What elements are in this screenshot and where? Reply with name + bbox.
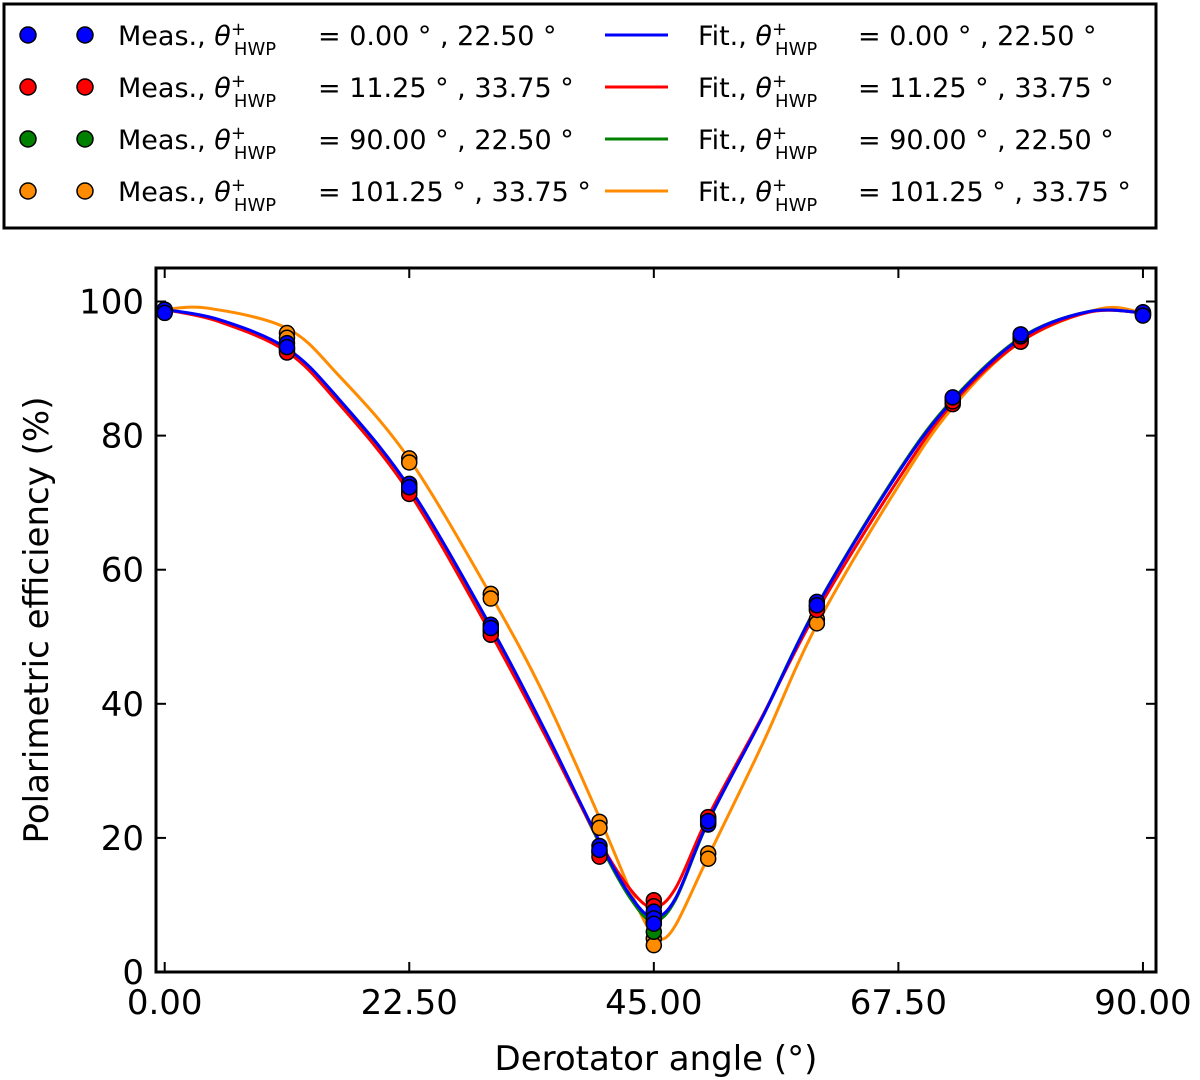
data-point: [156, 304, 173, 322]
x-tick-label: 22.50: [361, 983, 458, 1023]
y-axis-label: Polarimetric efficiency (%): [17, 397, 57, 844]
data-point: [645, 915, 663, 932]
data-point: [401, 454, 418, 471]
legend-marker: [19, 182, 37, 200]
legend-marker: [19, 130, 37, 148]
legend-value: = 0.00 ° , 22.50 °: [858, 21, 1097, 52]
y-tick-label: 0: [122, 953, 144, 993]
legend-entry: Meas., θ+ HWP = 0.00 ° , 22.50 °: [19, 19, 557, 60]
x-tick-label: 67.50: [850, 983, 947, 1023]
legend-label: Meas., θ+ HWP: [118, 175, 276, 216]
measured-markers: [156, 301, 1152, 954]
legend-label: Fit., θ+ HWP: [698, 175, 817, 216]
legend: Meas., θ+ HWP = 0.00 ° , 22.50 °Meas., θ+ H…: [2, 2, 1158, 230]
y-axis-ticks: 0 20 40 60 80 100: [79, 283, 1156, 993]
data-point: [401, 478, 418, 496]
legend-label: Fit., θ+ HWP: [698, 123, 817, 164]
x-tick-label: 0.00: [127, 983, 203, 1023]
legend-entry: Meas., θ+ HWP = 101.25 ° , 33.75 °: [19, 175, 591, 216]
data-point: [944, 389, 961, 406]
x-axis-label: Derotator angle (°): [495, 1039, 818, 1079]
data-point: [1012, 326, 1029, 343]
legend-label: Meas., θ+ HWP: [118, 123, 276, 164]
plot-area: 0.00 22.50 45.00 67.50 90.00 0 20 40 60 80 100: [79, 266, 1192, 1023]
legend-entry: Fit., θ+ HWP = 0.00 ° , 22.50 °: [605, 19, 1097, 60]
legend-marker: [76, 130, 94, 148]
data-point: [591, 841, 608, 859]
data-point: [1134, 307, 1152, 324]
legend-entry: Fit., θ+ HWP = 11.25 ° , 33.75 °: [605, 71, 1114, 112]
legend-label: Meas., θ+ HWP: [118, 71, 276, 112]
legend-value: = 101.25 ° , 33.75 °: [858, 177, 1131, 208]
data-point: [699, 812, 717, 830]
legend-value: = 101.25 ° , 33.75 °: [318, 177, 591, 208]
legend-marker: [76, 78, 94, 96]
plot-frame: [154, 266, 1158, 974]
data-point: [482, 619, 500, 637]
legend-label: Fit., θ+ HWP: [698, 71, 817, 112]
y-tick-label: 60: [101, 551, 144, 591]
legend-frame: [2, 2, 1158, 230]
legend-entry: Meas., θ+ HWP = 11.25 ° , 33.75 °: [19, 71, 574, 112]
data-point: [808, 596, 826, 614]
legend-value: = 90.00 ° , 22.50 °: [858, 125, 1114, 156]
legend-value: = 11.25 ° , 33.75 °: [858, 73, 1114, 104]
legend-marker: [19, 78, 37, 96]
legend-entries: Meas., θ+ HWP = 0.00 ° , 22.50 °Meas., θ+ H…: [19, 19, 1131, 216]
legend-label: Fit., θ+ HWP: [698, 19, 817, 60]
legend-entry: Meas., θ+ HWP = 90.00 ° , 22.50 °: [19, 123, 574, 164]
x-tick-label: 90.00: [1094, 983, 1191, 1023]
legend-value: = 0.00 ° , 22.50 °: [318, 21, 557, 52]
legend-value: = 90.00 ° , 22.50 °: [318, 125, 574, 156]
legend-entry: Fit., θ+ HWP = 90.00 ° , 22.50 °: [605, 123, 1114, 164]
y-tick-label: 80: [101, 417, 144, 457]
data-point: [699, 850, 717, 867]
data-point: [482, 590, 500, 607]
legend-marker: [19, 26, 37, 44]
legend-value: = 11.25 ° , 33.75 °: [318, 73, 574, 104]
y-tick-label: 40: [101, 685, 144, 725]
x-axis-ticks: 0.00 22.50 45.00 67.50 90.00: [127, 268, 1192, 1023]
legend-marker: [76, 26, 94, 44]
legend-label: Meas., θ+ HWP: [118, 19, 276, 60]
data-point: [278, 338, 296, 356]
x-tick-label: 45.00: [605, 983, 702, 1023]
y-tick-label: 20: [101, 819, 144, 859]
data-point: [591, 819, 608, 837]
legend-entry: Fit., θ+ HWP = 101.25 ° , 33.75 °: [605, 175, 1131, 216]
legend-marker: [76, 182, 94, 200]
y-tick-label: 100: [79, 283, 144, 323]
